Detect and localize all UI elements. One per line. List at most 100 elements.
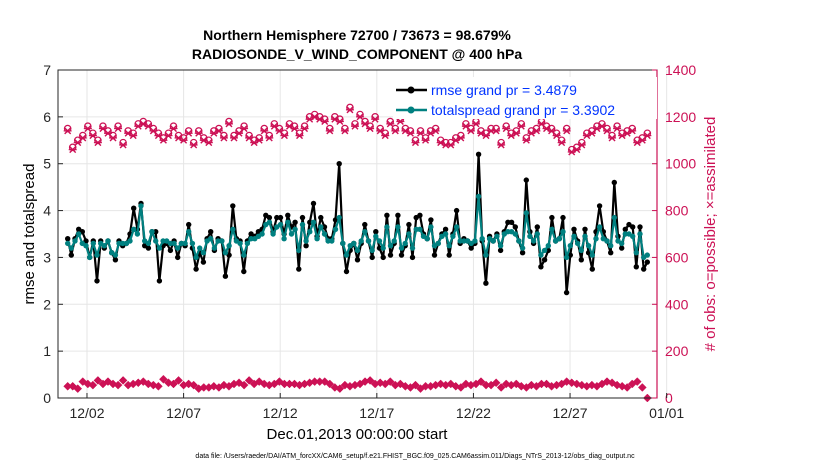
assimilated-obs-point bbox=[83, 125, 92, 133]
spread-point bbox=[332, 226, 339, 232]
rmse-point bbox=[266, 214, 273, 221]
spread-point bbox=[611, 214, 617, 221]
rmse-point bbox=[343, 268, 350, 275]
spread-point bbox=[479, 236, 485, 242]
spread-point bbox=[387, 243, 394, 249]
spread-point bbox=[76, 231, 82, 237]
spread-point bbox=[200, 250, 207, 256]
assimilated-obs-point bbox=[255, 136, 264, 144]
assimilated-obs-point bbox=[320, 118, 329, 126]
y-tick-label-right: 200 bbox=[665, 343, 689, 359]
spread-point bbox=[505, 229, 511, 235]
spread-point bbox=[211, 245, 218, 251]
spread-point bbox=[519, 245, 526, 251]
assimilated-obs-point bbox=[522, 136, 531, 144]
spread-point bbox=[94, 252, 100, 258]
spread-point bbox=[145, 240, 152, 247]
y-tick-label-right: 1200 bbox=[665, 109, 696, 125]
rmse-point bbox=[519, 250, 526, 256]
spread-point bbox=[409, 245, 416, 251]
spread-point bbox=[266, 219, 273, 225]
rmse-point bbox=[208, 229, 214, 235]
x-tick-label: 12/12 bbox=[263, 405, 298, 421]
spread-point bbox=[376, 238, 383, 244]
assimilated-obs-point bbox=[119, 141, 128, 149]
rmse-point bbox=[549, 214, 555, 221]
y-tick-label-right: 600 bbox=[665, 249, 689, 265]
rmse-point bbox=[475, 151, 482, 157]
spread-point bbox=[354, 247, 361, 254]
rmse-point bbox=[560, 214, 566, 221]
assimilated-obs-point bbox=[466, 127, 475, 135]
spread-point bbox=[457, 238, 463, 244]
rejected-obs-point bbox=[456, 383, 466, 392]
rmse-point bbox=[431, 252, 438, 258]
spread-point bbox=[604, 238, 610, 244]
spread-point bbox=[567, 243, 573, 249]
assimilated-obs-point bbox=[552, 132, 561, 140]
spread-point bbox=[589, 252, 595, 258]
spread-point bbox=[307, 229, 313, 235]
rmse-point bbox=[534, 224, 540, 230]
spread-point bbox=[351, 240, 357, 247]
rejected-obs-point bbox=[88, 380, 98, 390]
spread-point bbox=[549, 226, 555, 232]
rmse-point bbox=[65, 236, 71, 242]
rmse-point bbox=[589, 266, 595, 272]
spread-point bbox=[167, 240, 174, 247]
rmse-point bbox=[307, 219, 313, 225]
assimilated-obs-point bbox=[643, 132, 652, 140]
assimilated-obs-point bbox=[169, 125, 178, 133]
spread-point bbox=[560, 229, 566, 235]
assimilated-obs-point bbox=[603, 127, 612, 135]
x-tick-label: 12/02 bbox=[69, 405, 104, 421]
spread-point bbox=[391, 238, 397, 244]
rejected-obs-point bbox=[365, 376, 375, 385]
spread-point bbox=[435, 240, 441, 247]
spread-point bbox=[571, 233, 577, 239]
spread-point bbox=[343, 252, 350, 258]
spread-point bbox=[226, 243, 232, 249]
spread-point bbox=[318, 224, 324, 230]
assimilated-obs-point bbox=[280, 132, 289, 140]
rmse-point bbox=[582, 226, 588, 232]
rmse-point bbox=[442, 226, 449, 232]
rejected-obs-point bbox=[118, 376, 128, 385]
rmse-point bbox=[406, 221, 412, 228]
rmse-point bbox=[417, 212, 423, 218]
assimilated-obs-point bbox=[88, 132, 97, 140]
spread-point bbox=[365, 238, 372, 244]
spread-point bbox=[178, 240, 185, 247]
spread-point bbox=[277, 221, 284, 228]
assimilated-obs-point bbox=[63, 127, 72, 135]
rmse-point bbox=[387, 252, 394, 258]
rmse-point bbox=[446, 252, 452, 258]
spread-point bbox=[259, 231, 265, 237]
spread-point bbox=[516, 238, 522, 244]
rmse-point bbox=[277, 214, 284, 221]
assimilated-obs-point bbox=[68, 146, 77, 154]
spread-point bbox=[241, 252, 247, 258]
spread-point bbox=[131, 226, 137, 232]
assimilated-obs-point bbox=[219, 134, 228, 142]
chart-title-line1: Northern Hemisphere 72700 / 73673 = 98.6… bbox=[203, 27, 511, 43]
spread-point bbox=[120, 240, 126, 247]
rmse-point bbox=[299, 214, 306, 221]
spread-point bbox=[325, 238, 331, 244]
rmse-point bbox=[541, 257, 548, 263]
spread-point bbox=[222, 250, 229, 256]
rmse-point bbox=[222, 273, 229, 279]
rejected-obs-point bbox=[73, 384, 83, 393]
rmse-point bbox=[193, 266, 199, 272]
spread-point bbox=[171, 240, 177, 247]
spread-point bbox=[475, 193, 482, 200]
rmse-point bbox=[483, 280, 489, 286]
assimilated-obs-point bbox=[471, 120, 480, 128]
spread-point bbox=[310, 219, 317, 225]
assimilated-obs-point bbox=[260, 127, 269, 135]
spread-point bbox=[461, 238, 467, 244]
rmse-point bbox=[384, 212, 390, 218]
spread-point bbox=[116, 240, 122, 247]
assimilated-obs-point bbox=[396, 118, 405, 126]
assimilated-obs-point bbox=[391, 127, 400, 135]
